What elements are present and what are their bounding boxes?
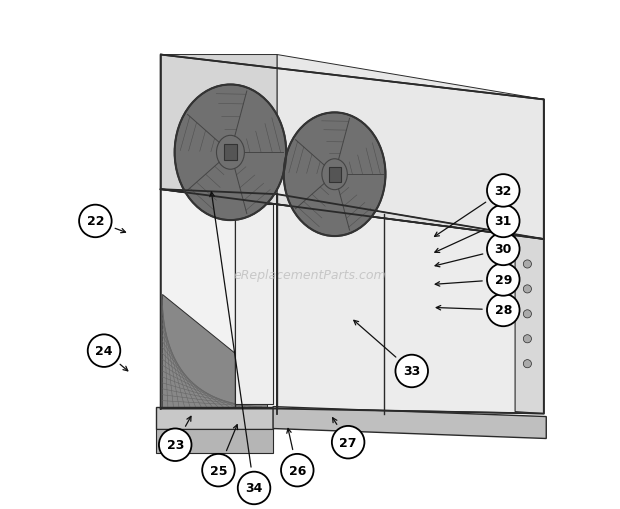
Ellipse shape [175, 86, 286, 221]
Text: 32: 32 [495, 185, 512, 197]
Polygon shape [162, 294, 267, 407]
Circle shape [238, 472, 270, 504]
Text: 25: 25 [210, 464, 227, 477]
Text: 23: 23 [167, 438, 184, 451]
Polygon shape [156, 429, 273, 454]
Polygon shape [273, 407, 546, 439]
Circle shape [487, 233, 520, 266]
Circle shape [523, 360, 531, 368]
Text: 29: 29 [495, 273, 512, 287]
Circle shape [159, 429, 192, 461]
Circle shape [88, 335, 120, 367]
Circle shape [332, 426, 365, 459]
Polygon shape [234, 205, 273, 404]
Text: 28: 28 [495, 304, 512, 317]
Circle shape [487, 294, 520, 327]
Circle shape [487, 205, 520, 238]
Circle shape [523, 261, 531, 269]
Polygon shape [161, 190, 277, 409]
Circle shape [202, 454, 235, 487]
Polygon shape [161, 55, 277, 195]
Text: 31: 31 [495, 215, 512, 228]
Circle shape [487, 175, 520, 207]
Polygon shape [156, 407, 273, 429]
Circle shape [523, 335, 531, 343]
Circle shape [79, 205, 112, 238]
Text: 27: 27 [339, 436, 357, 449]
Text: 30: 30 [495, 243, 512, 256]
Circle shape [523, 285, 531, 293]
Text: 26: 26 [288, 464, 306, 477]
Bar [224, 145, 237, 161]
Polygon shape [515, 236, 544, 414]
Bar [329, 167, 341, 182]
Circle shape [523, 310, 531, 318]
Circle shape [281, 454, 314, 487]
Circle shape [487, 264, 520, 296]
Ellipse shape [284, 113, 386, 237]
Circle shape [396, 355, 428, 387]
Polygon shape [277, 195, 544, 414]
Polygon shape [161, 55, 544, 240]
Text: 24: 24 [95, 345, 113, 357]
Text: 22: 22 [87, 215, 104, 228]
Text: 34: 34 [246, 482, 263, 494]
Polygon shape [277, 55, 544, 240]
Text: eReplacementParts.com: eReplacementParts.com [234, 268, 386, 281]
Text: 33: 33 [403, 365, 420, 378]
